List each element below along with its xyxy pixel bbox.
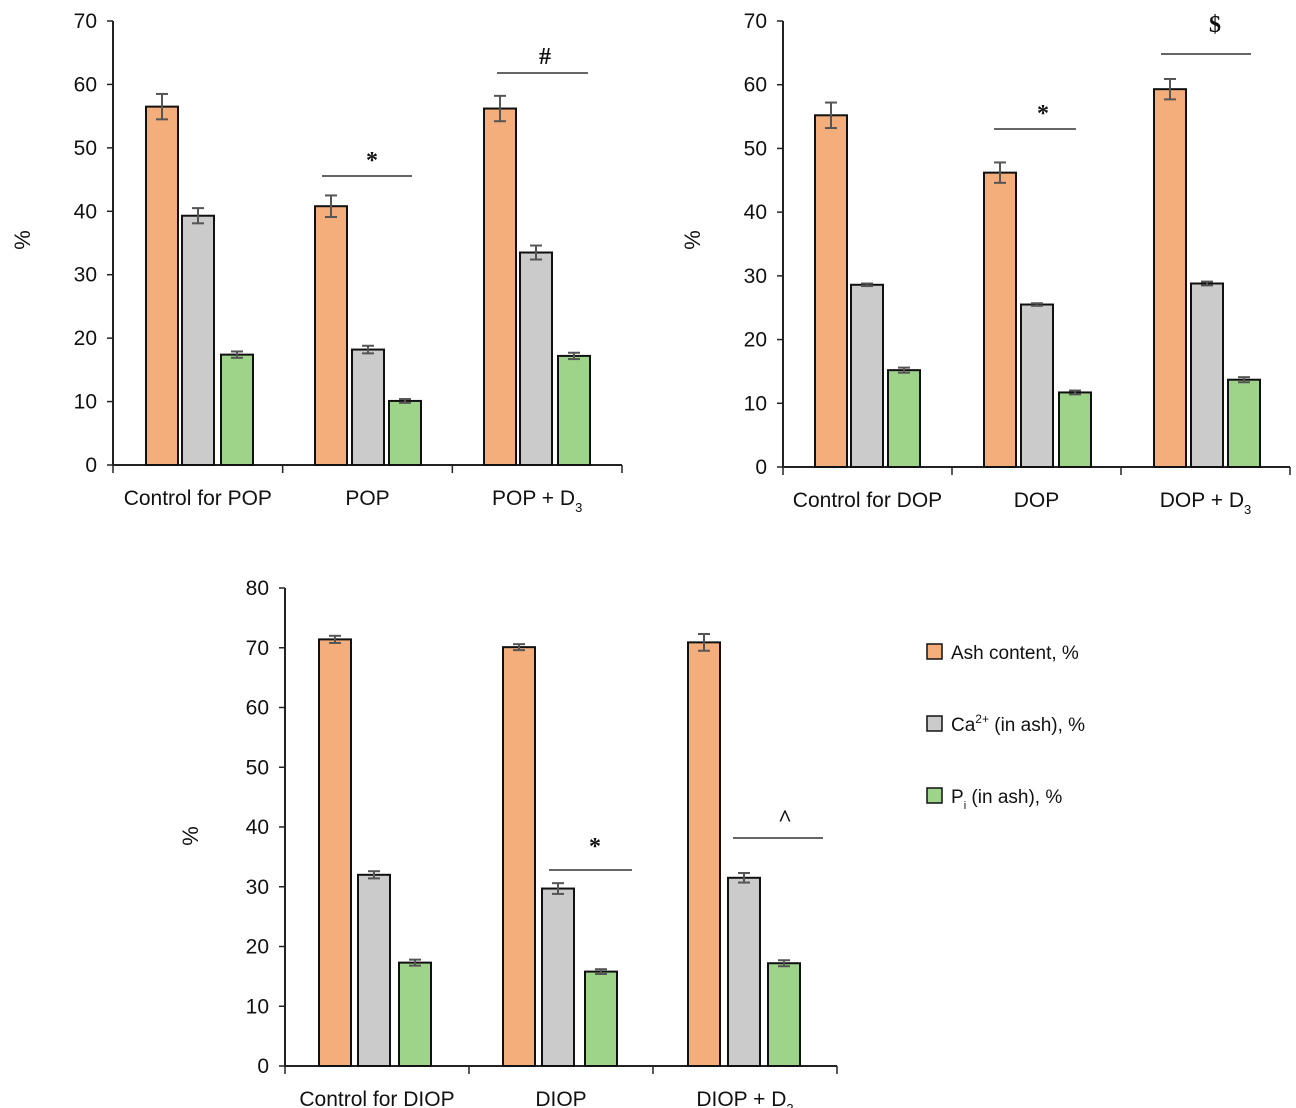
- y-tick-label: 80: [246, 577, 269, 600]
- category-label: DIOP: [535, 1088, 586, 1108]
- category-label: Control for DOP: [793, 489, 942, 512]
- bar-pi: [1227, 378, 1261, 468]
- y-tick-label: 40: [744, 201, 767, 224]
- y-tick-label: 30: [744, 265, 767, 288]
- bar-ca: [519, 251, 553, 466]
- bar-ca: [1020, 303, 1054, 468]
- bar-ca: [1190, 282, 1224, 469]
- y-tick-label: 50: [74, 137, 97, 160]
- category-label: Control for POP: [124, 487, 272, 510]
- bar-ca: [357, 873, 391, 1067]
- y-tick-label: 60: [744, 74, 767, 97]
- y-tick-label: 70: [74, 10, 97, 33]
- legend-swatch-pi: [926, 787, 943, 804]
- y-axis-label: %: [680, 230, 705, 250]
- bar-ash: [983, 171, 1017, 468]
- y-tick-label: 60: [74, 73, 97, 96]
- legend: Ash content, % Ca2+ (in ash), % Pi (in ash…: [926, 643, 1085, 812]
- significance-marker: $: [1209, 12, 1221, 38]
- significance-marker: *: [1037, 101, 1049, 127]
- category-label: DOP: [1014, 489, 1060, 512]
- chart-panel-diop: 0 10 20 30 40 50 60 70 80 Control for DIOP DIOP DIO…: [178, 577, 838, 1108]
- bar-pi: [1058, 391, 1092, 468]
- significance-marker: #: [539, 44, 551, 70]
- category-label: POP + D3: [492, 487, 582, 515]
- bar-pi: [398, 961, 432, 1068]
- category-label: DIOP + D3: [696, 1088, 793, 1108]
- significance-marker: *: [589, 834, 601, 860]
- y-tick-label: 50: [744, 137, 767, 160]
- bar-ash: [145, 105, 179, 466]
- y-tick-label: 70: [246, 637, 269, 660]
- bar-ash: [314, 205, 348, 466]
- y-tick-label: 20: [74, 327, 97, 350]
- category-label: DOP + D3: [1160, 489, 1251, 517]
- chart-panel-dop: 0 10 20 30 40 50 60 70 Control for DOP DOP DOP + D…: [680, 10, 1291, 517]
- bar-pi: [887, 369, 921, 469]
- y-tick-label: 20: [246, 936, 269, 959]
- bar-pi: [557, 354, 591, 467]
- y-tick-label: 50: [246, 756, 269, 779]
- bar-pi: [220, 353, 254, 466]
- bar-ca: [727, 876, 761, 1067]
- bar-ca: [541, 887, 575, 1067]
- category-label: POP: [345, 487, 389, 510]
- significance-marker: ^: [778, 806, 792, 832]
- bar-ash: [687, 641, 721, 1067]
- y-tick-label: 40: [74, 200, 97, 223]
- bar-ash: [1153, 88, 1187, 468]
- bar-ash: [814, 114, 848, 468]
- significance-marker: *: [366, 148, 378, 174]
- bar-pi: [767, 962, 801, 1067]
- y-tick-label: 10: [246, 995, 269, 1018]
- y-tick-label: 0: [755, 456, 767, 479]
- bar-ash: [483, 107, 517, 466]
- y-tick-label: 10: [74, 391, 97, 414]
- bar-ash: [318, 638, 352, 1067]
- y-tick-label: 30: [74, 264, 97, 287]
- y-axis-label: %: [10, 230, 35, 250]
- y-tick-label: 10: [744, 392, 767, 415]
- y-tick-label: 70: [744, 10, 767, 33]
- chart-panel-pop: 0 10 20 30 40 50 60 70 Control for POP POP POP + D…: [10, 10, 623, 515]
- y-tick-label: 0: [257, 1055, 269, 1078]
- y-tick-label: 20: [744, 329, 767, 352]
- bar-pi: [584, 970, 618, 1067]
- bar-ca: [850, 283, 884, 468]
- y-tick-label: 30: [246, 876, 269, 899]
- y-tick-label: 0: [85, 454, 97, 477]
- legend-label-ca: Ca2+ (in ash), %: [951, 712, 1085, 736]
- bar-pi: [388, 399, 422, 466]
- category-label: Control for DIOP: [299, 1088, 454, 1108]
- bar-ca: [351, 348, 385, 466]
- y-axis-label: %: [178, 826, 203, 846]
- legend-swatch-ca: [926, 715, 943, 732]
- legend-label-pi: Pi (in ash), %: [951, 787, 1062, 812]
- y-tick-label: 60: [246, 697, 269, 720]
- y-tick-label: 40: [246, 816, 269, 839]
- bar-ca: [181, 214, 215, 466]
- legend-label-ash: Ash content, %: [951, 643, 1079, 664]
- bar-ash: [502, 646, 536, 1068]
- legend-swatch-ash: [926, 643, 943, 660]
